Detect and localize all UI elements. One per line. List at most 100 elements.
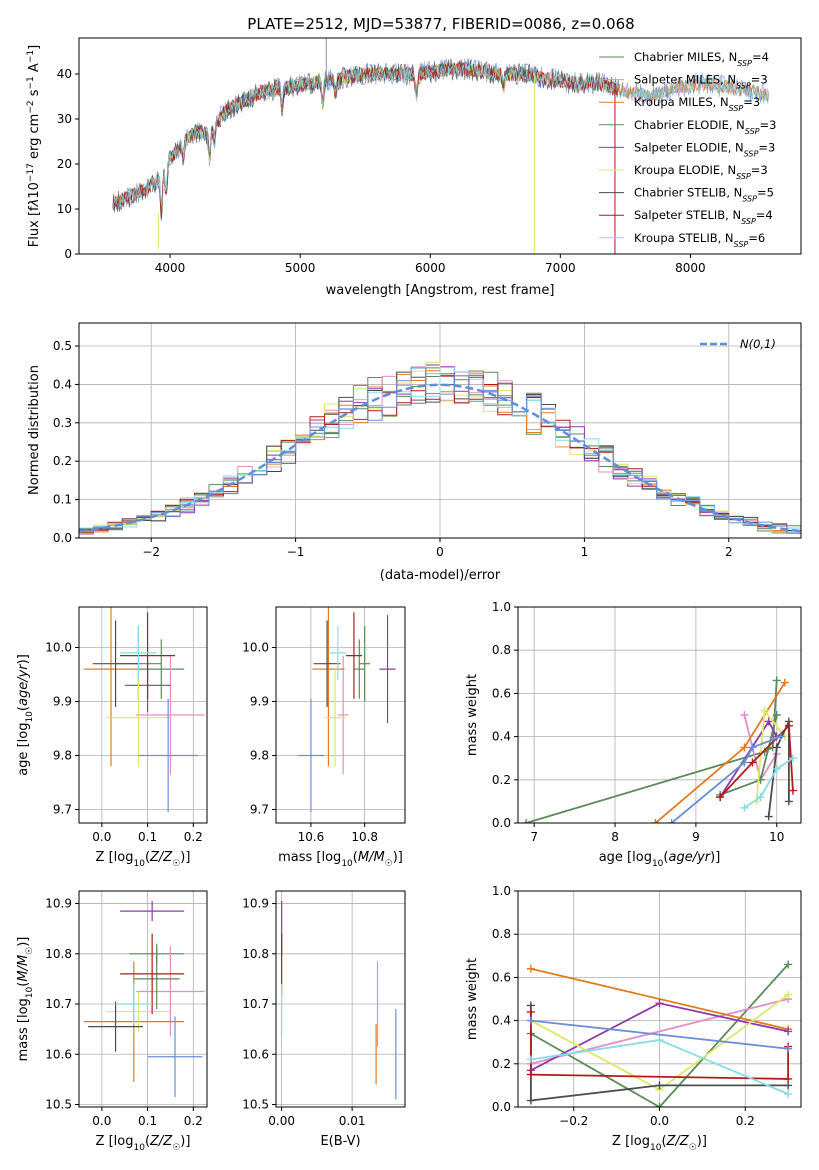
x-axis-label: wavelength [Angstrom, rest frame] — [326, 283, 555, 298]
weight-marker — [772, 711, 781, 719]
weight-marker — [526, 1016, 535, 1025]
weight-marker — [776, 732, 785, 741]
axes-frame — [275, 606, 406, 824]
hist-step-kroupa-stelib — [79, 367, 801, 529]
y-tick-label: 10.0 — [242, 641, 269, 655]
x-tick-label: 8 — [611, 830, 619, 844]
y-tick-label: 9.7 — [53, 803, 72, 817]
x-tick-label: 0.01 — [339, 1114, 366, 1128]
spectrum-line-data — [112, 58, 769, 219]
weight-marker — [526, 1007, 535, 1016]
plot-area — [83, 607, 205, 813]
x-tick-label: −1 — [287, 545, 305, 559]
weight-marker — [655, 1081, 664, 1090]
weight-vs-age-panel: 7 8 9 10 0.0 0.2 0.4 0.6 0.8 1.0 age [log10(age/yr… — [465, 600, 802, 869]
plot-area — [281, 901, 397, 1100]
axes-frame — [78, 37, 802, 255]
x-tick-label: 2 — [725, 545, 733, 559]
residuals-panel: −2 −1 0 1 2 0.0 0.1 0.2 0.3 0.4 0.5 N(0,1) (data-mod… — [27, 322, 802, 583]
weight-marker — [756, 793, 765, 802]
x-tick-label: 10.6 — [298, 830, 325, 844]
axes-frame — [78, 890, 208, 1108]
y-tick-label: 0.0 — [492, 1100, 511, 1114]
weight-marker — [667, 819, 676, 823]
y-tick-label: 20 — [57, 157, 72, 171]
weight-marker — [784, 1044, 793, 1053]
legend-entry: Salpeter ELODIE, NSSP=3 — [634, 140, 775, 158]
plot-area — [297, 607, 396, 813]
x-tick-label: 0.2 — [184, 830, 203, 844]
x-tick-label: 0 — [436, 545, 444, 559]
y-axis-label: mass [log10(M/M☉)] — [16, 937, 35, 1062]
x-axis-label: mass [log10(M/M☉)] — [278, 850, 403, 869]
y-tick-label: 0.3 — [53, 416, 72, 430]
weight-marker — [780, 678, 789, 687]
weight-marker — [788, 786, 797, 795]
y-axis-label: Normed distribution — [27, 365, 42, 495]
x-axis-label: Z [log10(Z/Z☉)] — [96, 1134, 191, 1153]
y-tick-label: 10 — [57, 202, 72, 216]
weight-marker — [784, 1074, 793, 1083]
weight-marker — [522, 819, 531, 823]
weight-vs-metallicity-panel: −0.2 0.0 0.2 0.0 0.2 0.4 0.6 0.8 1.0 Z [log10(Z/Z… — [465, 884, 802, 1153]
y-tick-label: 10.7 — [45, 997, 72, 1011]
y-tick-label: 0.5 — [53, 339, 72, 353]
y-tick-label: 10.6 — [45, 1047, 72, 1061]
y-tick-label: 1.0 — [492, 600, 511, 614]
weight-line-salpeter-stelib — [530, 1012, 789, 1080]
axes-frame — [517, 606, 802, 824]
weight-marker — [526, 1096, 535, 1105]
weight-marker — [784, 1090, 793, 1099]
age-vs-metallicity-panel: 0.0 0.1 0.2 9.7 9.8 9.9 10.0 Z [log10(Z/Z☉)] age… — [16, 606, 208, 869]
plot-area — [526, 960, 793, 1107]
y-tick-label: 10.9 — [45, 897, 72, 911]
weight-marker — [764, 812, 773, 821]
weight-line-data — [530, 1019, 789, 1050]
weight-marker — [526, 1055, 535, 1064]
y-tick-label: 10.8 — [242, 947, 269, 961]
y-tick-label: 0.4 — [53, 377, 72, 391]
weight-marker — [716, 793, 725, 802]
y-tick-label: 0.4 — [492, 1014, 511, 1028]
y-tick-label: 9.8 — [53, 749, 72, 763]
weight-line-chabrier-miles — [530, 963, 789, 1107]
y-tick-label: 10.7 — [242, 997, 269, 1011]
y-tick-label: 9.9 — [53, 695, 72, 709]
axes-frame — [517, 890, 802, 1108]
weight-line-kroupa-stelib — [743, 757, 794, 809]
weight-line-data — [671, 735, 782, 823]
weight-marker — [651, 819, 660, 823]
x-tick-label: 1 — [581, 545, 589, 559]
normal-curve — [79, 383, 801, 533]
y-tick-label: 0.6 — [492, 686, 511, 700]
legend-entry: N(0,1) — [740, 337, 776, 351]
y-tick-label: 0.1 — [53, 493, 72, 507]
x-tick-label: 10.8 — [351, 830, 378, 844]
mass-vs-metallicity-panel: 0.0 0.1 0.2 10.5 10.6 10.7 10.8 10.9 Z [log10(Z/… — [16, 890, 208, 1153]
weight-marker — [772, 765, 781, 773]
y-tick-label: 0.4 — [492, 730, 511, 744]
weight-marker — [655, 1036, 664, 1045]
weight-marker — [788, 754, 797, 763]
legend-entry: Kroupa STELIB, NSSP=6 — [634, 231, 765, 249]
y-tick-label: 0.8 — [492, 643, 511, 657]
weight-marker — [784, 960, 793, 969]
y-tick-label: 0.6 — [492, 970, 511, 984]
y-tick-label: 10.6 — [242, 1047, 269, 1061]
legend-entry: Kroupa MILES, NSSP=3 — [634, 95, 760, 113]
weight-marker — [764, 717, 773, 726]
weight-line-kroupa-miles — [530, 967, 789, 1031]
age-vs-mass-panel: 10.6 10.8 9.7 9.8 9.9 10.0 mass [log10(M/M☉)] — [242, 606, 406, 869]
y-tick-label: 10.0 — [45, 641, 72, 655]
y-tick-label: 10.5 — [45, 1097, 72, 1111]
axes-frame — [275, 890, 406, 1108]
x-tick-label: 6000 — [415, 261, 446, 275]
x-axis-label: E(B-V) — [320, 1134, 360, 1149]
weight-line-kroupa-miles — [654, 682, 786, 823]
y-tick-label: 0.8 — [492, 927, 511, 941]
y-tick-label: 9.8 — [250, 749, 269, 763]
y-tick-label: 10.8 — [45, 947, 72, 961]
y-tick-label: 0.2 — [492, 773, 511, 787]
y-tick-label: 0.0 — [53, 531, 72, 545]
weight-marker — [784, 797, 793, 806]
